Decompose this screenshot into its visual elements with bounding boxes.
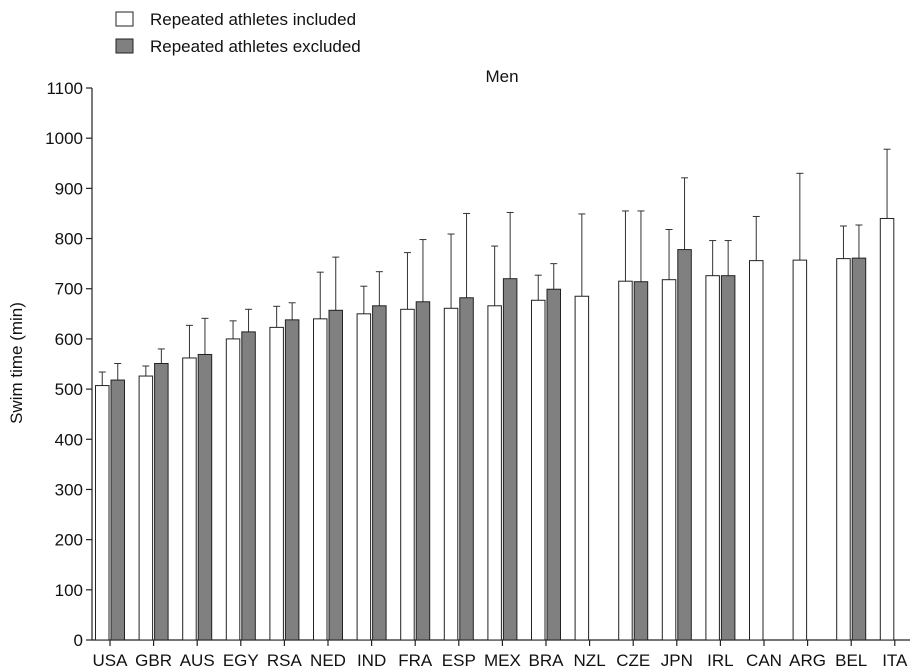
bar-excluded <box>459 297 474 641</box>
bar-included <box>225 338 241 641</box>
bar-excluded <box>372 305 387 641</box>
bar-excluded <box>110 379 125 641</box>
y-axis-title: Swim time (min) <box>7 302 26 424</box>
legend-label-included: Repeated athletes included <box>150 10 356 29</box>
bar-included <box>182 357 197 641</box>
bar-included <box>836 258 851 641</box>
bar-excluded <box>633 281 649 641</box>
bar-included <box>443 307 459 641</box>
bar-included <box>95 385 110 641</box>
bar-included <box>313 318 328 641</box>
y-tick-label: 800 <box>55 230 83 249</box>
x-tick-label: USA <box>93 651 129 670</box>
x-tick-label: RSA <box>267 651 303 670</box>
y-tick-label: 400 <box>55 430 83 449</box>
bar-included <box>487 305 502 641</box>
x-tick-label: ESP <box>442 651 476 670</box>
x-tick-label: CZE <box>616 651 650 670</box>
x-tick-label: NED <box>310 651 346 670</box>
y-tick-label: 900 <box>55 179 83 198</box>
x-tick-label: EGY <box>223 651 259 670</box>
bar-excluded <box>677 249 692 641</box>
y-tick-label: 600 <box>55 330 83 349</box>
x-tick-label: NZL <box>574 651 606 670</box>
bar-excluded <box>720 275 736 641</box>
x-tick-label: CAN <box>746 651 782 670</box>
legend-swatch-excluded <box>115 38 134 54</box>
legend-swatch-included <box>115 11 134 27</box>
bar-included <box>618 280 633 641</box>
x-tick-label: BRA <box>529 651 565 670</box>
y-tick-label: 700 <box>55 280 83 299</box>
x-tick-label: AUS <box>180 651 215 670</box>
bar-included <box>749 260 764 641</box>
bar-included <box>356 313 372 641</box>
y-tick-label: 500 <box>55 380 83 399</box>
x-tick-label: BEL <box>835 651 867 670</box>
x-tick-label: JPN <box>661 651 693 670</box>
x-tick-label: IRL <box>707 651 733 670</box>
bar-excluded <box>546 288 561 641</box>
bar-included <box>574 295 590 641</box>
x-tick-label: ARG <box>789 651 826 670</box>
bar-included <box>879 217 895 641</box>
bar-excluded <box>851 257 867 641</box>
y-tick-label: 0 <box>74 631 83 650</box>
x-tick-label: FRA <box>398 651 433 670</box>
bar-excluded <box>502 278 518 641</box>
y-tick-label: 300 <box>55 480 83 499</box>
bar-excluded <box>154 362 169 641</box>
legend-label-excluded: Repeated athletes excluded <box>150 37 361 56</box>
y-tick-label: 1100 <box>46 79 83 98</box>
bar-included <box>705 275 720 641</box>
y-tick-label: 1000 <box>45 129 83 148</box>
bar-excluded <box>415 301 431 641</box>
x-tick-label: IND <box>357 651 386 670</box>
x-tick-label: GBR <box>135 651 172 670</box>
legend: Repeated athletes included Repeated athl… <box>115 10 361 56</box>
bar-included <box>531 299 546 641</box>
y-tick-label: 200 <box>55 531 83 550</box>
y-tick-label: 100 <box>55 581 83 600</box>
bar-included <box>792 259 808 641</box>
x-tick-label: ITA <box>882 651 908 670</box>
chart-title: Men <box>485 67 518 86</box>
bar-included <box>269 326 284 641</box>
bar-excluded <box>197 353 213 641</box>
bar-excluded <box>241 331 256 641</box>
bar-excluded <box>284 319 300 641</box>
x-tick-label: MEX <box>484 651 521 670</box>
bar-excluded <box>328 309 343 641</box>
bar-included <box>661 279 677 641</box>
y-axis: 0 100 200 300 400 500 600 700 800 900 1000 1100 <box>45 79 93 650</box>
x-axis: USA GBR AUS EGY RSA NED IND FRA ESP MEX BRA NZL CZE J… <box>92 639 910 670</box>
bar-included <box>400 308 415 641</box>
bar-included <box>138 375 154 641</box>
bars <box>95 148 895 641</box>
